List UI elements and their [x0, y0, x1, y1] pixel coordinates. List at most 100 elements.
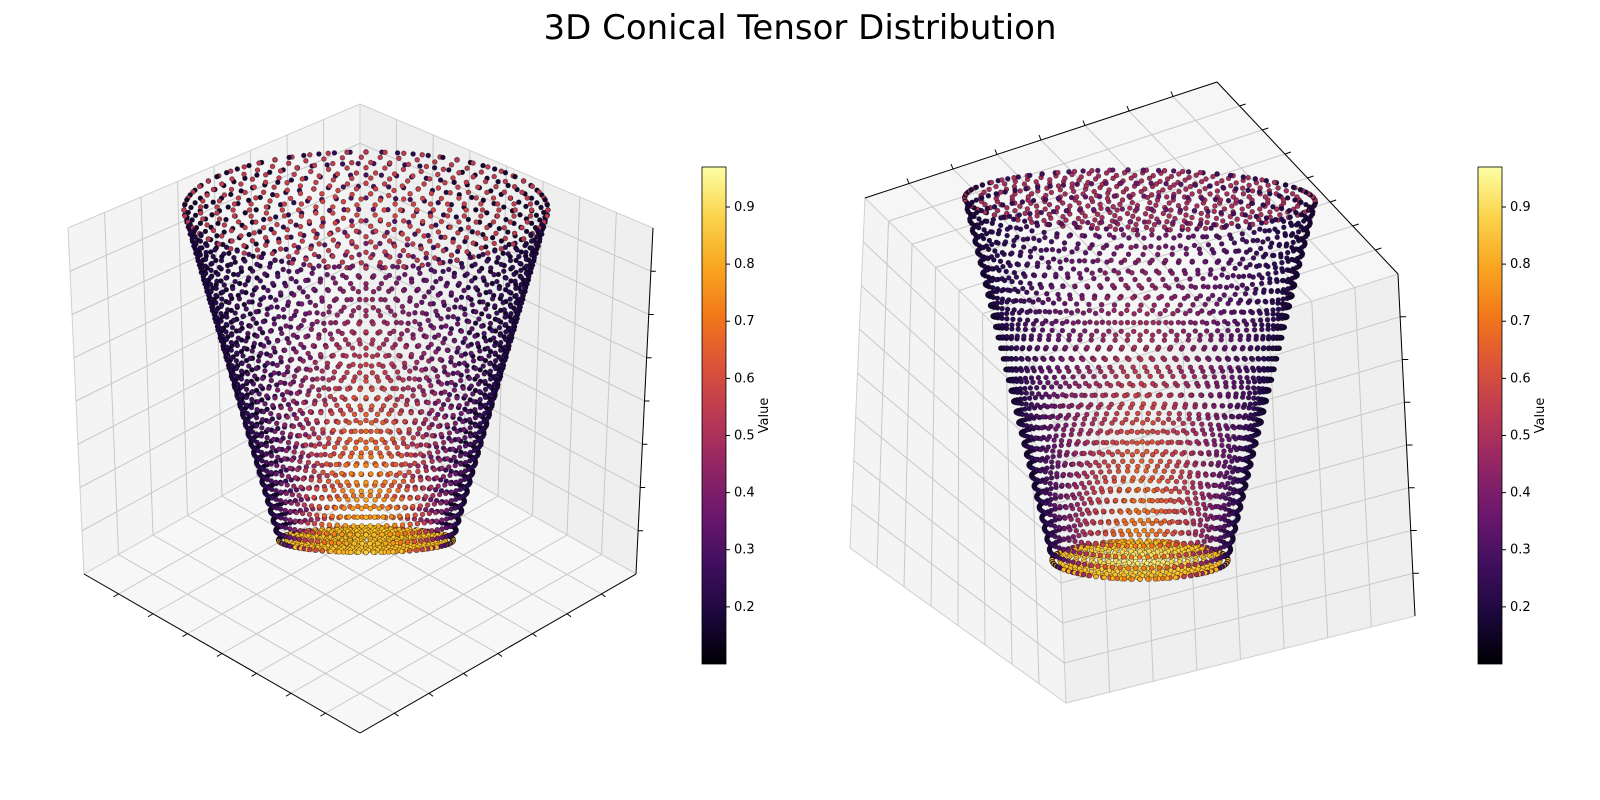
right-cone-point — [1279, 277, 1286, 284]
left-cone-point — [233, 365, 240, 372]
left-cone-point — [214, 233, 220, 239]
left-cone-point — [307, 262, 313, 268]
right-cone-point — [1055, 183, 1062, 189]
left-cone-point — [394, 264, 401, 270]
left-cone-point — [384, 523, 390, 529]
left-colorbar-tick-label: 0.2 — [734, 600, 755, 615]
left-cone-point — [339, 272, 346, 279]
left-cone-point — [374, 411, 381, 417]
left-cone-point — [447, 224, 453, 230]
left-cone-point — [452, 304, 458, 310]
left-cone-point — [432, 390, 438, 397]
right-cone-point — [1292, 197, 1298, 203]
left-cone-point — [441, 414, 448, 420]
left-cone-point — [303, 334, 309, 340]
left-cone-point — [423, 493, 429, 500]
left-cone-point — [439, 534, 445, 541]
left-cone-point — [413, 302, 420, 309]
right-cone-point — [1124, 410, 1130, 417]
right-cone-point — [1110, 458, 1117, 465]
right-cone-point — [1048, 475, 1055, 481]
left-cone-point — [482, 394, 489, 400]
left-cone-point — [311, 401, 318, 407]
left-cone-point — [534, 227, 540, 233]
left-cone-point — [452, 462, 458, 469]
left-cone-point — [452, 382, 458, 388]
left-cone-point — [309, 321, 315, 327]
left-cone-point — [334, 522, 340, 528]
left-cone-point — [350, 308, 357, 314]
left-cone-point — [485, 313, 492, 319]
right-cone-point — [1071, 421, 1077, 428]
left-cone-point — [293, 509, 300, 516]
left-cone-point — [375, 493, 382, 499]
left-cone-point — [498, 238, 505, 244]
left-cone-point — [406, 375, 412, 382]
left-cone-point — [192, 227, 198, 233]
right-cone-point — [1217, 283, 1223, 290]
left-cone-point — [367, 540, 373, 547]
left-cone-point — [345, 496, 351, 503]
right-cone-point — [1070, 328, 1076, 334]
left-cone-point — [465, 294, 471, 301]
right-cone-point — [1148, 213, 1154, 220]
left-cone-point — [278, 506, 284, 512]
left-cone-point — [517, 296, 523, 302]
left-cone-point — [448, 498, 455, 504]
left-cone-point — [331, 487, 337, 493]
left-cone-point — [383, 337, 390, 343]
right-cone-point — [1148, 243, 1154, 250]
left-cone-point — [271, 230, 277, 236]
left-cone-point — [250, 381, 257, 387]
right-cone-point — [1287, 214, 1293, 220]
left-cone-point — [363, 378, 369, 384]
left-cone-point — [309, 426, 316, 432]
right-cone-point — [1282, 182, 1289, 188]
left-cone-point — [528, 231, 534, 238]
left-cone-point — [209, 212, 215, 218]
left-cone-point — [262, 401, 268, 407]
left-cone-point — [233, 358, 240, 364]
left-cone-point — [297, 223, 304, 230]
left-cone-point — [355, 160, 361, 167]
left-cone-point — [340, 288, 346, 295]
left-cone-point — [313, 179, 319, 186]
right-left-pane-gridline — [851, 503, 1065, 664]
right-cone-point — [1286, 207, 1292, 214]
right-cone-point — [1134, 448, 1140, 455]
left-cone-point — [446, 167, 452, 173]
left-cone-point — [463, 459, 469, 466]
right-cone-point — [1048, 189, 1055, 196]
left-cone-point — [351, 540, 357, 547]
right-cone-point — [1171, 235, 1177, 241]
left-cone-point — [351, 411, 358, 417]
left-cone-point — [523, 228, 530, 235]
right-cone-point — [1124, 468, 1131, 474]
left-cone-point — [261, 216, 267, 223]
left-cone-point — [523, 256, 530, 263]
left-cone-point — [429, 528, 435, 534]
right-cone-point — [1114, 410, 1120, 417]
right-cone-point — [1279, 289, 1286, 296]
left-cone-point — [249, 292, 256, 298]
right-cone-point — [1157, 458, 1164, 464]
left-cone-point — [348, 549, 354, 555]
left-cone-point — [404, 513, 411, 519]
left-cone-point — [452, 362, 458, 368]
left-cone-point — [251, 184, 257, 190]
left-cone-point — [438, 324, 445, 330]
right-cone-point — [1284, 267, 1290, 273]
left-cone-point — [418, 245, 424, 252]
left-cone-point — [294, 390, 300, 397]
left-cone-point — [356, 370, 363, 376]
left-cone-point — [467, 449, 474, 456]
left-cone-point — [308, 168, 314, 175]
left-cone-point — [426, 510, 432, 517]
left-cone-point — [435, 411, 441, 418]
left-cone-point — [475, 184, 481, 190]
left-cone-point — [301, 399, 307, 406]
right-cone-point — [1187, 183, 1194, 190]
left-cone-point — [270, 403, 276, 409]
left-y-axis-tick — [428, 692, 434, 697]
right-cone-point — [1160, 276, 1166, 283]
